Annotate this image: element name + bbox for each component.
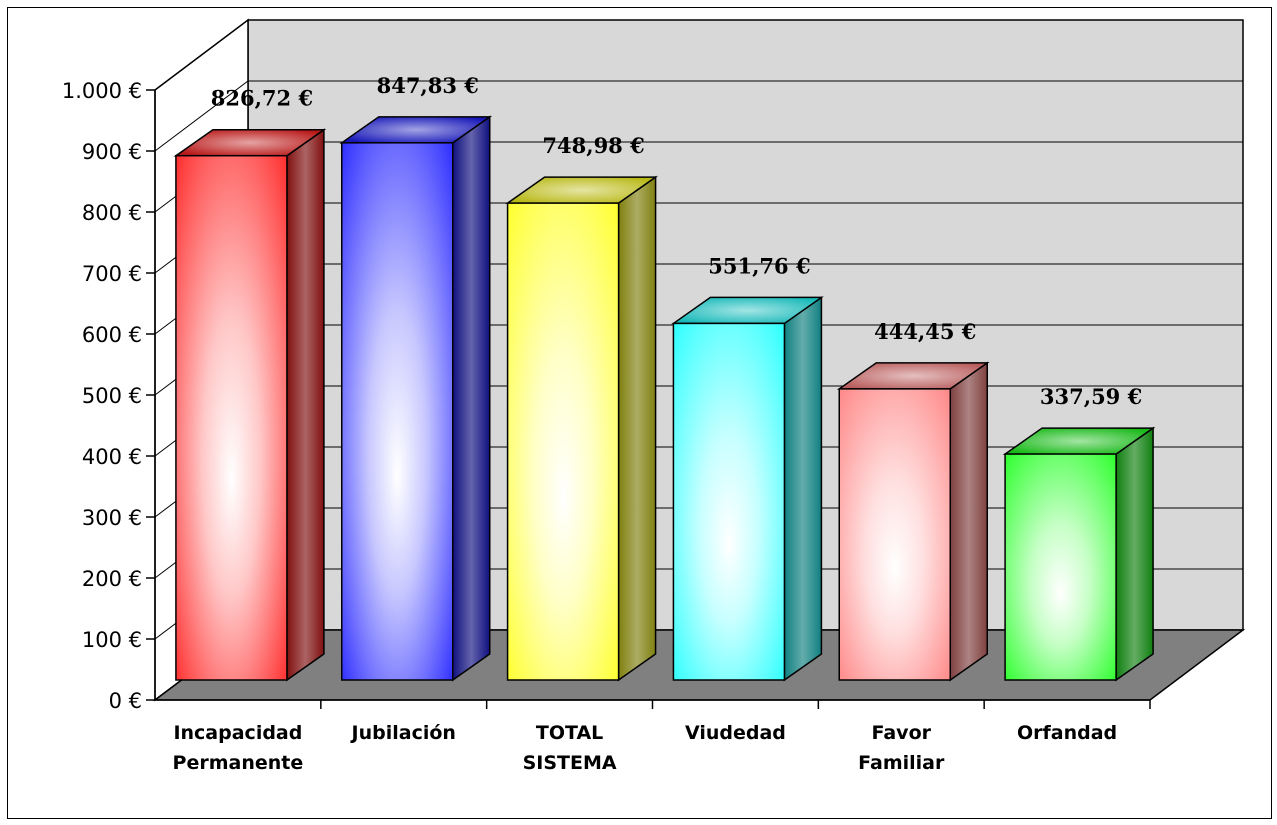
y-tick-label: 900 € [82, 140, 142, 164]
y-tick-label: 300 € [82, 506, 142, 530]
gridline [154, 80, 1243, 152]
axes: 0 € 100 € 200 € 300 € 400 € 500 € 600 € 700 € 80… [62, 79, 1151, 713]
category-label: Familiar [858, 752, 945, 774]
bar-side [1115, 426, 1154, 682]
bar-front [672, 322, 786, 681]
gridline [154, 19, 1243, 91]
bar-side [783, 295, 823, 682]
data-label: 551,76 € [708, 253, 810, 278]
data-label: 847,83 € [377, 73, 479, 98]
bar-front [506, 202, 620, 681]
data-label: 444,45 € [874, 319, 976, 344]
bar-side [452, 115, 491, 682]
bar-side [949, 361, 988, 682]
category-label: SISTEMA [523, 752, 617, 774]
y-tick-label: 200 € [82, 567, 142, 591]
y-tick-label: 1.000 € [62, 79, 142, 103]
y-tick-label: 700 € [82, 262, 142, 286]
labels: 826,72 € Incapacidad Permanente 847,83 € Jub… [173, 73, 1143, 774]
category-label: Incapacidad [173, 722, 302, 744]
category-label: Orfandad [1017, 722, 1117, 744]
bar-front [1004, 453, 1117, 681]
category-label: Favor [872, 722, 932, 744]
bar [505, 175, 658, 682]
y-tick-label: 500 € [82, 384, 142, 408]
bar [1002, 426, 1156, 682]
bar [339, 115, 493, 682]
bar [173, 128, 327, 682]
y-tick-label: 800 € [82, 201, 142, 225]
data-label: 748,98 € [542, 133, 644, 158]
category-label: Jubilación [350, 722, 456, 744]
bar [671, 295, 824, 682]
category-label: TOTAL [536, 722, 603, 744]
bars [173, 115, 1156, 682]
data-label: 337,59 € [1040, 384, 1142, 409]
bar-front [175, 154, 288, 681]
y-tick-label: 100 € [82, 628, 142, 652]
bar-front [341, 142, 454, 681]
category-label: Permanente [173, 752, 304, 774]
y-tick-label: 0 € [109, 689, 142, 713]
data-label: 826,72 € [211, 86, 313, 111]
bar [836, 361, 990, 682]
y-tick-label: 600 € [82, 323, 142, 347]
bar-side [617, 175, 657, 682]
y-tick-label: 400 € [82, 445, 142, 469]
bar-side [286, 128, 325, 682]
category-label: Viudedad [685, 722, 786, 744]
bar-front [838, 388, 951, 681]
